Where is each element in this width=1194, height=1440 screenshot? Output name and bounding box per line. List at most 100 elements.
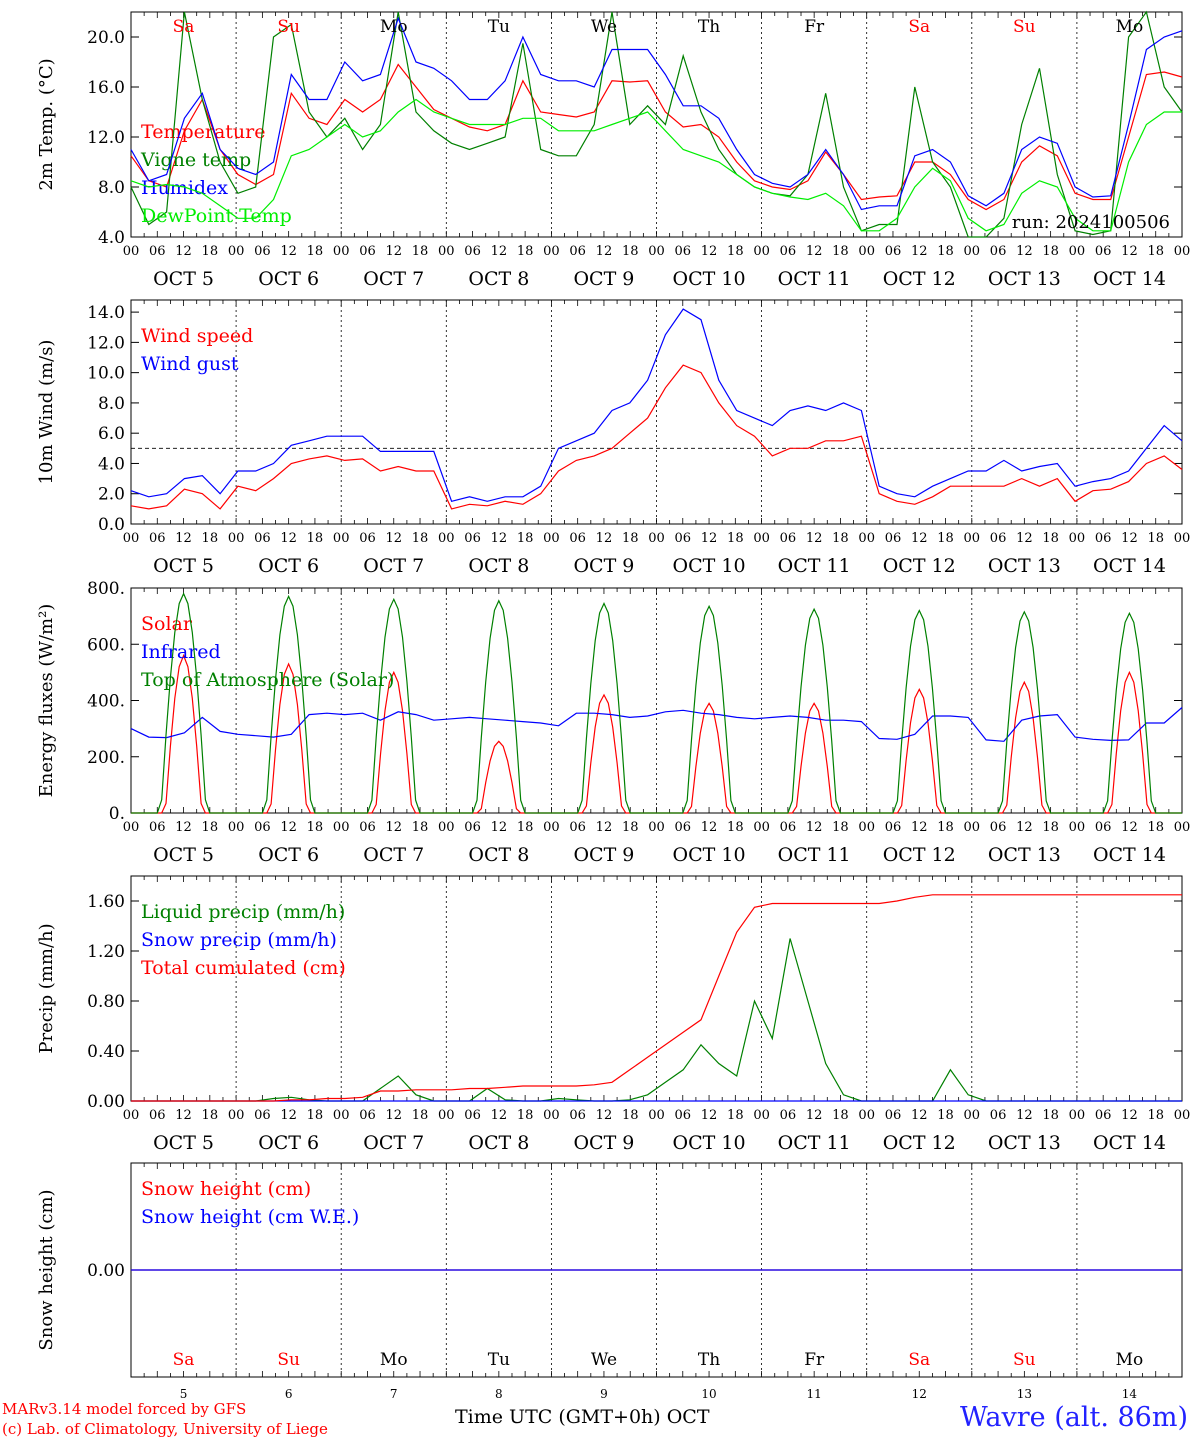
hour-tick-label: 06 — [569, 531, 586, 546]
hour-tick-label: 00 — [228, 1108, 245, 1123]
day-number-label: 10 — [701, 1387, 716, 1400]
hour-tick-label: 18 — [412, 820, 429, 835]
hour-tick-label: 18 — [727, 244, 744, 259]
y-axis-label: Precip (mm/h) — [36, 923, 57, 1053]
hour-tick-label: 12 — [701, 244, 718, 259]
weekday-label: Mo — [1116, 17, 1144, 37]
date-label: OCT 6 — [258, 844, 319, 866]
hour-tick-label: 06 — [780, 244, 797, 259]
hour-tick-label: 06 — [254, 1108, 271, 1123]
hour-tick-label: 18 — [832, 531, 849, 546]
hour-tick-label: 00 — [543, 820, 560, 835]
y-axis-label: Snow height (cm) — [36, 1189, 57, 1350]
hour-tick-label: 06 — [359, 820, 376, 835]
hour-tick-label: 18 — [202, 244, 219, 259]
panel-4: 0.00 0.40 0.80 1.20 1.60 Precip (mm/h) Liquid … — [36, 875, 1191, 1154]
legend-entry: Total cumulated (cm) — [141, 957, 346, 979]
date-label: OCT 13 — [988, 555, 1061, 577]
hour-tick-label: 12 — [1016, 820, 1033, 835]
date-label: OCT 5 — [153, 1132, 214, 1154]
hour-tick-label: 12 — [806, 1108, 823, 1123]
date-label: OCT 7 — [363, 268, 424, 290]
hour-tick-label: 12 — [385, 244, 402, 259]
y-tick-label: 14.0 — [87, 303, 125, 323]
hour-tick-label: 06 — [885, 244, 902, 259]
y-tick-label: 0.00 — [87, 1092, 125, 1112]
hour-tick-label: 18 — [1147, 820, 1164, 835]
hour-tick-label: 06 — [359, 244, 376, 259]
hour-tick-label: 00 — [543, 531, 560, 546]
hour-tick-label: 06 — [359, 531, 376, 546]
hour-tick-label: 18 — [412, 1108, 429, 1123]
hour-tick-label: 18 — [517, 1108, 534, 1123]
hour-tick-label: 12 — [911, 531, 928, 546]
hour-tick-label: 18 — [622, 1108, 639, 1123]
hour-tick-label: 12 — [806, 531, 823, 546]
date-label: OCT 11 — [778, 555, 851, 577]
date-label: OCT 8 — [468, 1132, 529, 1154]
legend-entry: Wind speed — [141, 325, 253, 347]
date-label: OCT 8 — [468, 555, 529, 577]
hour-tick-label: 18 — [202, 1108, 219, 1123]
hour-tick-label: 00 — [543, 244, 560, 259]
panel-3: 0. 200. 400. 600. 800. Energy fluxes (W/m²) So… — [36, 579, 1190, 866]
date-label: OCT 5 — [153, 268, 214, 290]
y-tick-label: 0.00 — [87, 1261, 125, 1281]
hour-tick-label: 12 — [701, 820, 718, 835]
hour-tick-label: 12 — [701, 1108, 718, 1123]
hour-tick-label: 12 — [1016, 1108, 1033, 1123]
hour-tick-label: 00 — [228, 531, 245, 546]
hour-tick-label: 00 — [753, 531, 770, 546]
hour-tick-label: 06 — [1095, 531, 1112, 546]
panel-2: 0.0 2.0 4.0 6.0 8.0 10.0 12.0 14.0 10m Wind (m/s… — [36, 299, 1190, 577]
hour-tick-label: 12 — [596, 1108, 613, 1123]
hour-tick-label: 18 — [307, 244, 324, 259]
hour-tick-label: 12 — [1016, 244, 1033, 259]
hour-tick-label: 06 — [569, 820, 586, 835]
hour-tick-label: 12 — [175, 820, 192, 835]
hour-tick-label: 12 — [385, 1108, 402, 1123]
hour-tick-label: 00 — [648, 244, 665, 259]
hour-tick-label: 06 — [885, 531, 902, 546]
hour-tick-label: 18 — [1042, 531, 1059, 546]
hour-tick-label: 18 — [727, 531, 744, 546]
hour-tick-label: 00 — [123, 531, 140, 546]
hour-tick-label: 00 — [964, 531, 981, 546]
hour-tick-label: 12 — [491, 244, 508, 259]
weekday-label: Su — [277, 17, 300, 37]
y-tick-label: 200. — [87, 748, 125, 768]
hour-tick-label: 18 — [622, 820, 639, 835]
y-tick-label: 8.0 — [98, 178, 125, 198]
y-tick-label: 0.80 — [87, 992, 125, 1012]
hour-tick-label: 18 — [622, 531, 639, 546]
hour-tick-label: 12 — [1016, 531, 1033, 546]
date-label: OCT 6 — [258, 1132, 319, 1154]
legend-entry: Snow height (cm W.E.) — [141, 1206, 359, 1228]
hour-tick-label: 00 — [1174, 1108, 1191, 1123]
date-label: OCT 13 — [988, 268, 1061, 290]
date-label: OCT 12 — [883, 555, 956, 577]
series-line-wind-speed — [130, 364, 1183, 510]
weekday-label: Sa — [173, 17, 195, 37]
hour-tick-label: 18 — [832, 244, 849, 259]
date-label: OCT 14 — [1093, 844, 1166, 866]
hour-tick-label: 06 — [1095, 820, 1112, 835]
hour-tick-label: 18 — [202, 531, 219, 546]
date-label: OCT 14 — [1093, 555, 1166, 577]
station-name: Wavre (alt. 86m) — [960, 1402, 1188, 1433]
y-tick-label: 10.0 — [87, 364, 125, 384]
hour-tick-label: 12 — [1121, 820, 1138, 835]
hour-tick-label: 12 — [806, 244, 823, 259]
date-label: OCT 10 — [673, 1132, 746, 1154]
hour-tick-label: 06 — [780, 1108, 797, 1123]
hour-tick-label: 00 — [648, 1108, 665, 1123]
hour-tick-label: 00 — [648, 820, 665, 835]
series-line-total-cumulated-cm- — [131, 894, 1182, 1102]
hour-tick-label: 18 — [1042, 244, 1059, 259]
hour-tick-label: 06 — [359, 1108, 376, 1123]
hour-tick-label: 00 — [753, 1108, 770, 1123]
hour-tick-label: 18 — [307, 820, 324, 835]
hour-tick-label: 12 — [911, 820, 928, 835]
hour-tick-label: 18 — [937, 531, 954, 546]
series-line-humidex — [130, 16, 1183, 211]
